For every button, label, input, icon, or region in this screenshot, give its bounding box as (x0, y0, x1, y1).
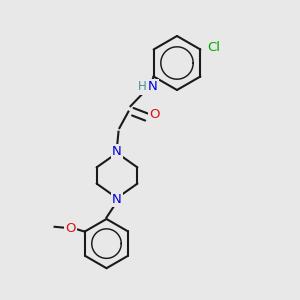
Text: N: N (148, 80, 157, 94)
Text: Cl: Cl (207, 41, 220, 55)
Text: O: O (65, 222, 75, 235)
Text: N: N (112, 145, 122, 158)
Text: N: N (112, 193, 122, 206)
Text: O: O (149, 108, 160, 121)
Text: H: H (138, 80, 147, 94)
